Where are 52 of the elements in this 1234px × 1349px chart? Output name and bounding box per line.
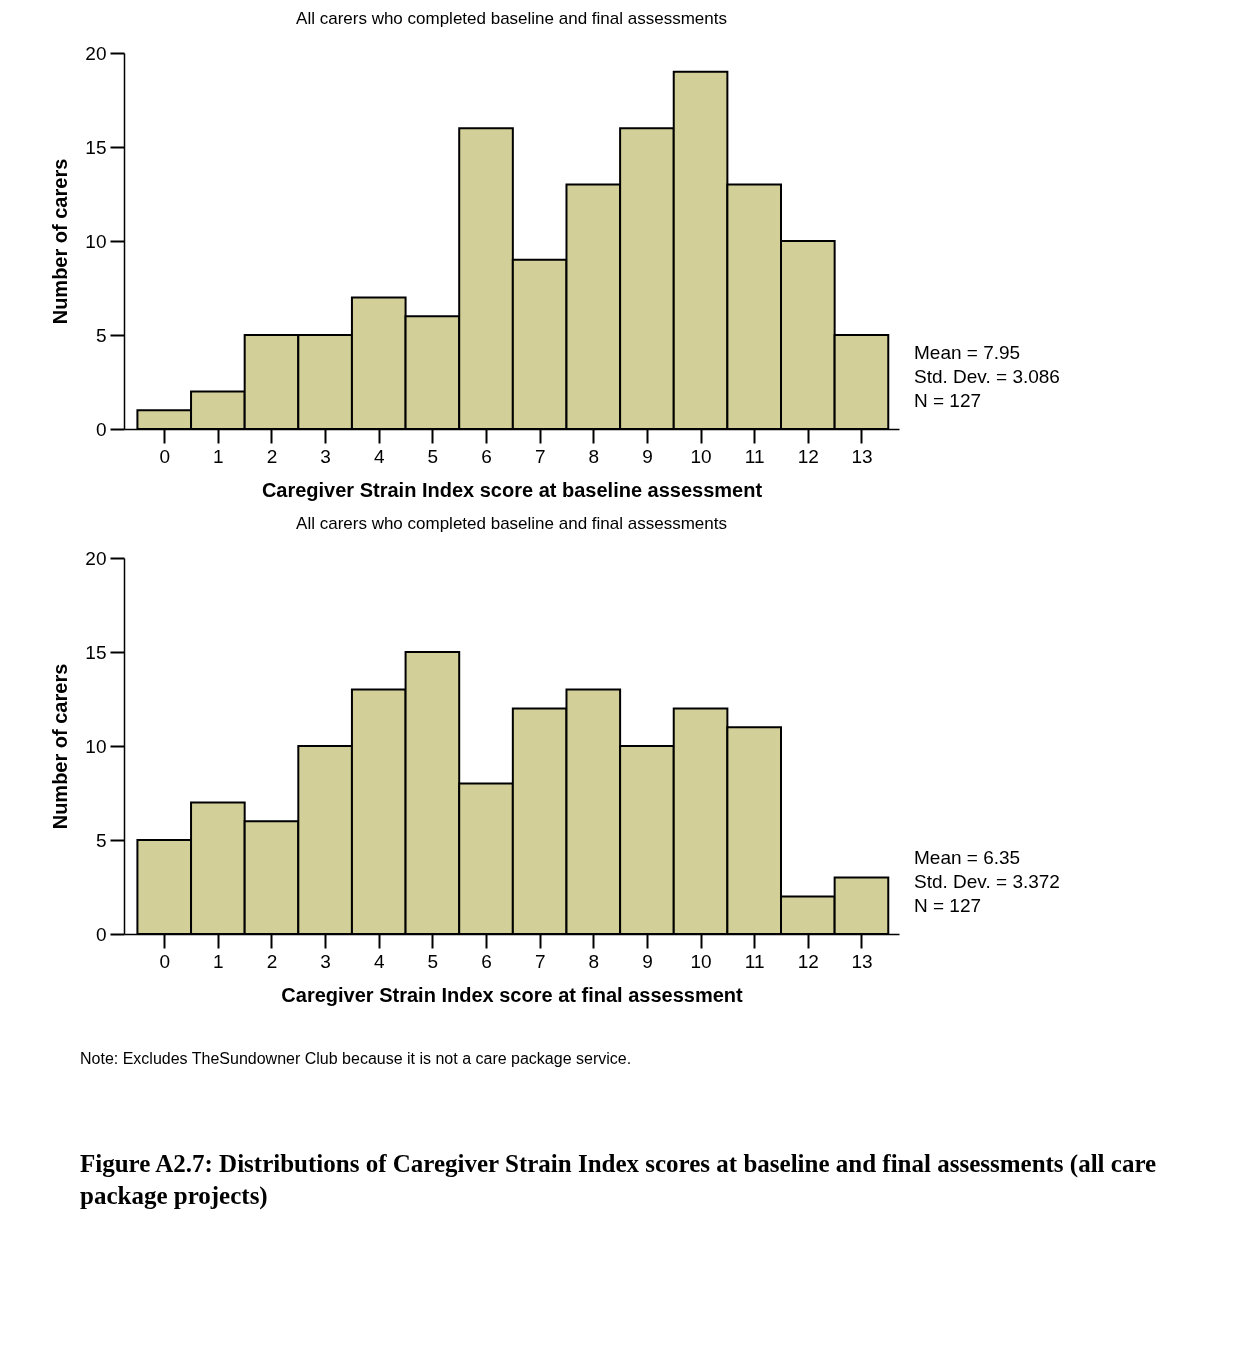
text: Mean = 7.95 [914,341,1022,365]
x-tick-label: 10 [690,445,712,467]
text: Note: Excludes TheSundowner Club because it is not a care package service. [80,1050,633,1068]
text: Std. Dev. = 3.086 [914,365,1060,389]
text: Std. Dev. = 3.372 [914,870,1060,894]
x-tick-label: 13 [851,950,873,972]
caption: Figure A2.7: Distributions of Caregiver Strain Index scores at baseline and final assessments (all care package projects) [80,1149,1158,1212]
text: N = 127 [914,389,983,413]
y-axis-title: Number of carers [49,158,72,325]
y-tick-label: 5 [95,324,107,346]
x-tick-label: 7 [534,950,546,972]
x-axis-title: Caregiver Strain Index score at baseline assessment [261,478,763,501]
x-tick-label: 12 [797,950,819,972]
x-tick-label: 3 [320,445,331,467]
x-tick-label: 8 [588,445,600,467]
y-tick-label: 0 [95,923,107,945]
x-tick-label: 2 [266,950,278,972]
x-tick-label: 4 [373,445,385,467]
x-tick-label: 13 [851,445,873,467]
y-tick-label: 15 [85,136,107,158]
x-tick-label: 7 [534,445,546,467]
y-tick-label: 15 [85,641,107,663]
x-tick-label: 4 [373,950,385,972]
x-tick-label: 8 [588,950,600,972]
x-tick-label: 1 [213,445,224,467]
x-tick-label: 3 [320,950,331,972]
x-tick-label: 0 [159,950,171,972]
x-tick-label: 5 [427,950,439,972]
y-tick-label: 0 [95,418,107,440]
x-tick-label: 6 [481,950,492,972]
x-tick-label: 12 [797,445,819,467]
x-tick-label: 5 [427,445,439,467]
text: Mean = 6.35 [914,846,1022,870]
x-axis-title: Caregiver Strain Index score at final assessment [281,983,743,1006]
x-tick-label: 0 [159,445,171,467]
x-tick-label: 10 [690,950,712,972]
text: N = 127 [914,894,983,918]
x-tick-label: 9 [642,445,653,467]
y-tick-label: 20 [85,547,107,569]
chart-title: All carers who completed baseline and final assessments [296,9,727,28]
x-tick-label: 11 [744,445,765,467]
x-tick-label: 6 [481,445,492,467]
y-tick-label: 10 [85,230,107,252]
x-tick-label: 11 [744,950,765,972]
x-tick-label: 2 [266,445,278,467]
y-tick-label: 10 [85,735,107,757]
y-tick-label: 20 [85,42,107,64]
x-tick-label: 9 [642,950,653,972]
chart-title: All carers who completed baseline and final assessments [296,514,727,533]
y-tick-label: 5 [95,829,107,851]
y-axis-title: Number of carers [49,663,72,830]
x-tick-label: 1 [213,950,224,972]
